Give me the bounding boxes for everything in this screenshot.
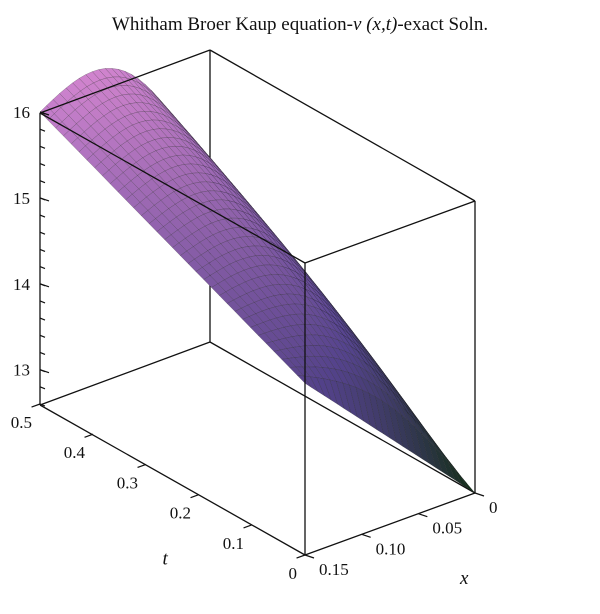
x-tick: [418, 513, 428, 518]
z-axis-label: ν (x,t): [0, 166, 1, 210]
x-tick-label: 0.10: [376, 539, 406, 558]
z-minor-tick: [39, 180, 46, 184]
frame-edge: [209, 49, 476, 202]
x-tick: [474, 492, 485, 497]
z-minor-tick: [39, 111, 46, 115]
z-minor-tick: [39, 162, 46, 167]
t-tick-label: 0.5: [11, 413, 32, 432]
z-minor-tick: [39, 145, 46, 149]
z-minor-tick: [39, 266, 46, 270]
z-minor-tick: [39, 317, 46, 321]
box-frame-front: [39, 49, 476, 556]
z-minor-tick: [39, 283, 46, 287]
t-tick: [137, 463, 147, 469]
z-minor-tick: [39, 248, 46, 252]
t-tick: [190, 494, 200, 499]
frame-edge: [39, 112, 306, 264]
x-tick: [304, 554, 315, 559]
x-tick-label: 0.05: [432, 519, 462, 538]
z-minor-tick: [39, 403, 46, 407]
z-tick-label: 13: [13, 361, 30, 380]
tick-labels: 0 0.05 0.10 0.15 0 0.1 0.2 0.3 0.4 0.5 13 14 15 16: [11, 103, 498, 583]
x-tick-label: 0.15: [319, 560, 349, 579]
z-minor-tick: [39, 369, 46, 373]
z-minor-tick: [39, 197, 46, 201]
frame-edge: [304, 492, 476, 556]
ticks: [31, 111, 485, 559]
surface-facets: [39, 68, 476, 494]
frame-edge: [39, 341, 211, 406]
t-tick-label: 0.2: [170, 504, 191, 523]
x-tick-label: 0: [489, 498, 498, 517]
z-tick-label: 15: [13, 189, 30, 208]
x-axis-label: x: [459, 568, 469, 589]
t-tick: [31, 403, 41, 408]
t-tick: [296, 554, 306, 559]
title-args: (x,t): [366, 14, 398, 35]
axis-labels: x t ν (x,t): [0, 166, 469, 589]
z-minor-tick: [39, 300, 46, 304]
title-suffix: -exact Soln.: [397, 14, 489, 35]
frame-edge: [39, 404, 306, 556]
frame-edge: [39, 49, 211, 114]
t-tick: [84, 433, 94, 438]
z-minor-tick: [39, 334, 46, 338]
z-minor-tick: [39, 386, 46, 390]
frame-edge: [209, 341, 476, 494]
z-tick-label: 14: [13, 275, 31, 294]
z-minor-tick: [39, 351, 46, 356]
title-symbol: ν: [353, 14, 362, 35]
t-axis-label: t: [163, 549, 169, 570]
t-tick-label: 0.1: [223, 534, 244, 553]
z-minor-tick: [39, 231, 46, 235]
surface-facet: [460, 475, 476, 494]
x-tick: [361, 533, 371, 538]
z-minor-tick: [39, 214, 46, 218]
t-tick-label: 0: [289, 564, 298, 583]
t-tick-label: 0.4: [64, 443, 86, 462]
title-prefix: Whitham Broer Kaup equation-: [111, 14, 354, 35]
chart-title: Whitham Broer Kaup equation-ν (x,t)-exac…: [0, 14, 600, 36]
z-tick-label: 16: [13, 103, 30, 122]
frame-edge: [304, 200, 476, 264]
t-tick: [243, 524, 253, 529]
t-tick-label: 0.3: [117, 473, 138, 492]
z-minor-tick: [39, 128, 46, 132]
